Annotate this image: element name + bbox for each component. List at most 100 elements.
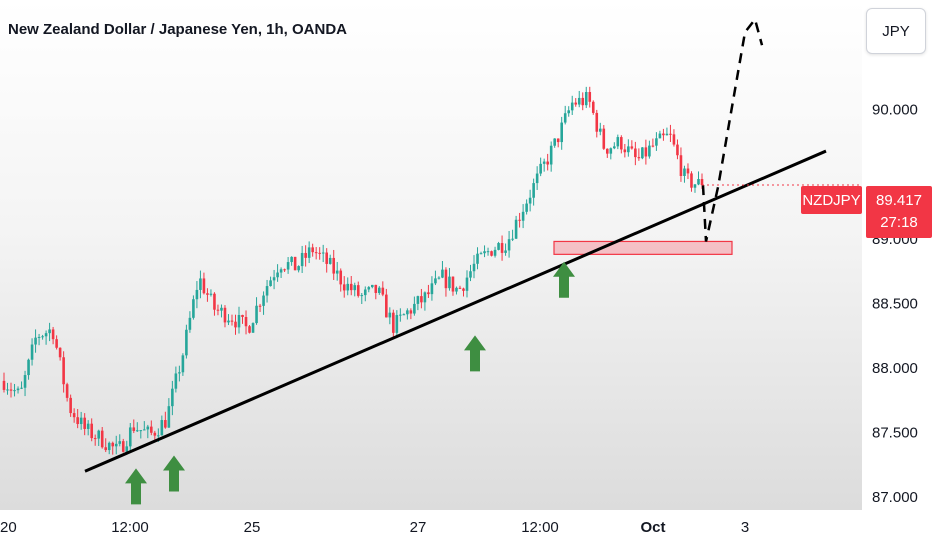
- candle-body: [139, 430, 143, 432]
- candle-body: [195, 289, 199, 300]
- candle-body: [279, 269, 283, 273]
- plot-area[interactable]: [0, 0, 862, 510]
- candle-body: [388, 312, 392, 318]
- candle-body: [114, 443, 118, 447]
- candle-body: [570, 102, 574, 111]
- candle-body: [525, 203, 528, 212]
- candle-body: [630, 146, 634, 149]
- candle-body: [34, 337, 37, 345]
- candle-body: [644, 147, 648, 157]
- candle-body: [542, 161, 546, 164]
- candle-body: [272, 277, 276, 281]
- candle-body: [209, 293, 213, 295]
- candle-body: [423, 292, 427, 303]
- candle-body: [584, 92, 588, 106]
- candle-body: [507, 239, 511, 251]
- candle-body: [171, 388, 174, 407]
- time-axis[interactable]: [0, 510, 932, 550]
- candle-body: [490, 251, 493, 256]
- candle-body: [483, 251, 486, 254]
- candle-body: [493, 249, 497, 256]
- candle-body: [300, 252, 304, 267]
- candle-body: [528, 197, 532, 204]
- price-axis[interactable]: [862, 0, 932, 510]
- candle-body: [378, 287, 381, 293]
- candle-body: [318, 252, 321, 254]
- candle-body: [465, 277, 469, 291]
- candle-body: [574, 102, 578, 105]
- candle-body: [430, 283, 434, 295]
- candle-body: [497, 243, 500, 250]
- candle-body: [416, 296, 420, 304]
- support-zone[interactable]: [553, 240, 733, 255]
- candle-body: [669, 133, 672, 135]
- candle-body: [199, 278, 202, 290]
- time-tick-label-2: 25: [244, 519, 261, 536]
- up-arrow-icon: [553, 261, 575, 298]
- candle-body: [230, 320, 234, 322]
- candle-body: [20, 387, 23, 389]
- candle-body: [23, 375, 27, 388]
- candle-body: [248, 326, 251, 333]
- candle-body: [458, 287, 462, 289]
- candle-body: [356, 285, 360, 296]
- candle-body: [223, 307, 227, 323]
- candle-body: [41, 336, 44, 338]
- candle-body: [455, 287, 458, 292]
- candle-body: [342, 284, 346, 291]
- currency-button[interactable]: JPY: [866, 8, 926, 54]
- candle-body: [613, 146, 616, 149]
- candle-body: [363, 289, 367, 296]
- candle-body: [623, 149, 627, 153]
- candle-body: [118, 441, 122, 444]
- candle-body: [332, 257, 336, 274]
- candle-body: [553, 138, 556, 146]
- candle-body: [206, 293, 209, 295]
- price-tick-label-5: 90.000: [872, 102, 918, 119]
- candle-body: [370, 284, 374, 288]
- time-tick-label-4: 12:00: [521, 519, 559, 536]
- candle-body: [121, 441, 125, 452]
- candle-body: [13, 390, 16, 392]
- candle-body: [697, 179, 700, 185]
- candle-body: [672, 134, 676, 145]
- candle-body: [157, 435, 160, 437]
- candle-body: [269, 280, 272, 287]
- up-arrow-icon: [464, 335, 486, 372]
- candle-body: [556, 138, 560, 143]
- candle-body: [27, 359, 30, 376]
- candle-body: [409, 310, 413, 314]
- candle-body: [97, 430, 101, 439]
- candle-body: [150, 426, 153, 433]
- candle-body: [220, 307, 223, 311]
- candle-body: [234, 321, 237, 328]
- candle-body: [6, 389, 9, 391]
- candle-body: [188, 317, 192, 330]
- candle-body: [504, 250, 507, 253]
- time-ticks: 20 12:00 25 27 12:00 Oct 3: [0, 519, 749, 536]
- candle-body: [178, 372, 181, 374]
- projection-path[interactable]: [701, 16, 764, 242]
- candle-body: [658, 133, 662, 139]
- candle-body: [581, 97, 585, 106]
- candle-body: [349, 283, 353, 291]
- candle-body: [521, 211, 525, 221]
- candle-body: [476, 253, 479, 264]
- trendline[interactable]: [84, 149, 827, 473]
- candle-body: [444, 269, 448, 289]
- candle-body: [567, 110, 571, 114]
- candle-body: [325, 252, 328, 264]
- annotations-group: [84, 16, 862, 505]
- candle-body: [37, 336, 41, 338]
- candle-body: [65, 384, 69, 398]
- up-arrow-icon: [163, 455, 185, 492]
- candle-body: [107, 442, 111, 451]
- time-tick-label-6: 3: [741, 519, 749, 536]
- candle-body: [651, 145, 655, 147]
- candle-body: [86, 423, 90, 429]
- candle-body: [469, 271, 472, 278]
- candle-body: [620, 137, 623, 150]
- candle-body: [413, 303, 416, 314]
- price-tick-label-2: 88.000: [872, 360, 918, 377]
- symbol-label: NZDJPY: [801, 186, 862, 214]
